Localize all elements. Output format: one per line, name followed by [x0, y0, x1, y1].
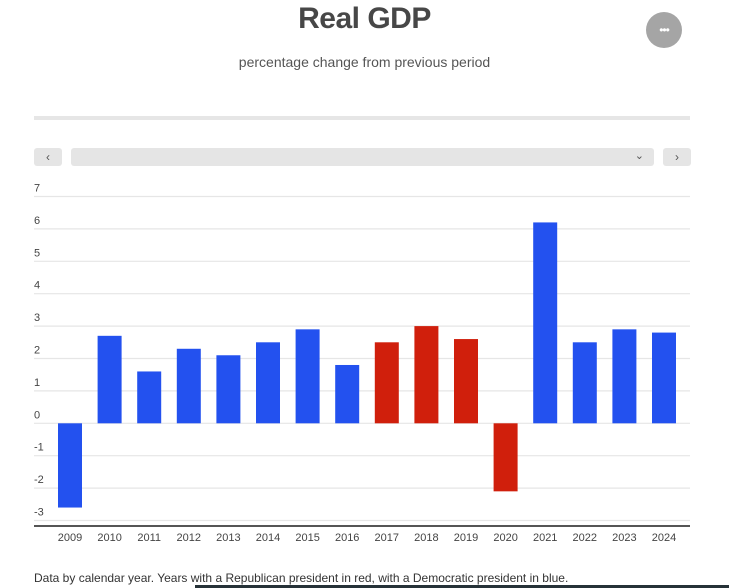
y-tick-label: 5: [34, 247, 40, 259]
x-tick-label: 2009: [58, 532, 82, 544]
bar-2022: [572, 342, 597, 424]
y-tick-label: 0: [34, 409, 40, 421]
y-tick-label: 4: [34, 280, 40, 292]
chevron-right-icon: ›: [675, 150, 679, 164]
bar-2020: [493, 423, 518, 492]
bar-2021: [533, 222, 558, 424]
x-tick-label: 2022: [573, 532, 597, 544]
bar-2019: [454, 339, 478, 424]
y-tick-label: -3: [34, 507, 44, 519]
bar-2024: [652, 332, 676, 424]
bar-2016: [335, 364, 360, 424]
x-tick-label: 2014: [256, 532, 280, 544]
bar-2011: [137, 371, 162, 424]
x-tick-label: 2023: [612, 532, 636, 544]
y-tick-label: 2: [34, 345, 40, 357]
x-tick-label: 2017: [375, 532, 399, 544]
bar-2009: [58, 423, 82, 508]
bar-2015: [295, 329, 320, 424]
bar-2023: [612, 329, 637, 424]
chart-title: Real GDP: [298, 2, 431, 35]
x-tick-label: 2013: [216, 532, 240, 544]
x-tick-label: 2015: [295, 532, 319, 544]
x-tick-label: 2010: [97, 532, 121, 544]
footnote: Data by calendar year. Years with a Repu…: [34, 571, 569, 585]
chevron-left-icon: ‹: [46, 150, 50, 164]
x-tick-label: 2018: [414, 532, 438, 544]
x-tick-label: 2019: [454, 532, 478, 544]
y-tick-label: 6: [34, 215, 40, 227]
prev-button[interactable]: ‹: [34, 148, 62, 166]
bar-2013: [216, 355, 241, 424]
bar-2012: [176, 348, 201, 424]
y-tick-label: -2: [34, 474, 44, 486]
bar-2014: [256, 342, 280, 424]
x-tick-label: 2024: [652, 532, 676, 544]
bar-2017: [374, 342, 399, 424]
bar-2010: [97, 335, 122, 424]
more-horizontal-icon: •••: [659, 23, 670, 37]
next-button[interactable]: ›: [663, 148, 691, 166]
x-tick-label: 2011: [137, 532, 161, 544]
y-tick-label: -1: [34, 442, 44, 454]
series-select[interactable]: ⌄: [71, 148, 654, 166]
bar-2018: [414, 326, 439, 424]
x-tick-label: 2012: [177, 532, 201, 544]
divider: [34, 116, 690, 120]
y-tick-label: 1: [34, 377, 40, 389]
x-tick-label: 2021: [533, 532, 557, 544]
y-tick-label: 3: [34, 312, 40, 324]
y-tick-label: 7: [34, 183, 40, 195]
chart-subtitle: percentage change from previous period: [238, 54, 491, 70]
bottom-bar: [195, 585, 729, 588]
x-tick-label: 2020: [493, 532, 517, 544]
chevron-down-icon: ⌄: [634, 150, 644, 162]
x-tick-label: 2016: [335, 532, 359, 544]
more-options-button[interactable]: •••: [646, 12, 682, 48]
